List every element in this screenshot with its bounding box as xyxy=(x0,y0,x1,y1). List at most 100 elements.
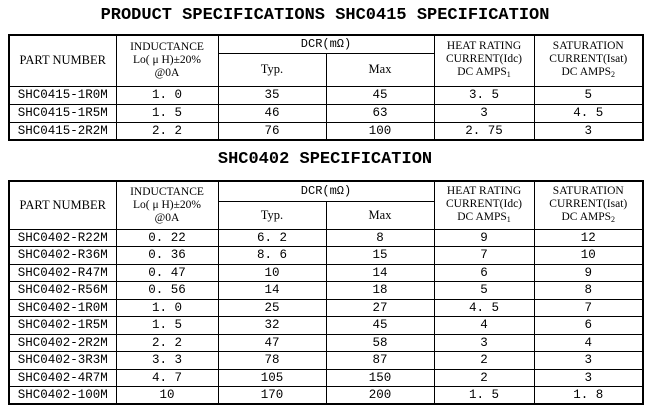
saturation-header-line2: CURRENT(Isat) xyxy=(549,197,628,210)
value-cell: 100 xyxy=(325,121,435,141)
saturation-header-line1: SATURATION xyxy=(552,184,624,197)
value-cell: 200 xyxy=(325,386,435,405)
column-header-max: Max xyxy=(325,200,435,230)
table-row: SHC0402-3R3M 3. 3 78 87 2 3 xyxy=(8,351,644,370)
value-cell: 10 xyxy=(115,386,219,405)
table-row: SHC0402-4R7M 4. 7 105 150 2 3 xyxy=(8,368,644,387)
value-cell: 8 xyxy=(325,228,435,247)
value-cell: 76 xyxy=(217,121,327,141)
heat-rating-header-line1: HEAT RATING xyxy=(446,40,522,53)
section-title-shc0402: SHC0402 SPECIFICATION xyxy=(217,150,433,169)
value-cell: 3. 3 xyxy=(115,351,219,370)
value-cell: 7 xyxy=(533,298,644,317)
part-number-cell: SHC0415-1R5M xyxy=(8,103,117,123)
value-cell: 4. 5 xyxy=(533,103,644,123)
column-header-saturation: SATURATION CURRENT(Isat) DC AMPS2 xyxy=(533,180,644,230)
value-cell: 6 xyxy=(433,263,535,282)
table-row: SHC0415-2R2M 2. 2 76 100 2. 75 3 xyxy=(8,121,644,141)
value-cell: 4 xyxy=(533,333,644,352)
value-cell: 14 xyxy=(325,263,435,282)
heat-rating-subscript: 1 xyxy=(506,70,511,80)
value-cell: 2. 75 xyxy=(433,121,535,141)
table-row: SHC0402-2R2M 2. 2 47 58 3 4 xyxy=(8,333,644,352)
part-number-cell: SHC0402-R22M xyxy=(8,228,117,247)
part-number-cell: SHC0402-1R5M xyxy=(8,316,117,335)
value-cell: 3 xyxy=(533,351,644,370)
shc0415-table-body: SHC0415-1R0M 1. 0 35 45 3. 5 5 SHC0415-1R5M 1. … xyxy=(8,85,644,141)
value-cell: 3 xyxy=(533,121,644,141)
value-cell: 45 xyxy=(325,85,435,105)
value-cell: 63 xyxy=(325,103,435,123)
saturation-header-line1: SATURATION xyxy=(552,40,624,53)
value-cell: 3. 5 xyxy=(433,85,535,105)
saturation-header-line3: DC AMPS xyxy=(561,210,612,223)
part-number-cell: SHC0402-R36M xyxy=(8,246,117,265)
shc0415-spec-table: PART NUMBER INDUCTANCE Lo( μ H)±20% @0A … xyxy=(8,34,645,141)
value-cell: 9 xyxy=(433,228,535,247)
value-cell: 4. 7 xyxy=(115,368,219,387)
inductance-header-line2: Lo( μ H)±20% xyxy=(132,198,202,211)
column-header-inductance: INDUCTANCE Lo( μ H)±20% @0A xyxy=(115,180,219,230)
saturation-header-line2: CURRENT(Isat) xyxy=(549,53,628,66)
column-header-max: Max xyxy=(325,52,435,87)
inductance-header-line1: INDUCTANCE xyxy=(130,41,204,54)
inductance-header-line1: INDUCTANCE xyxy=(130,185,204,198)
inductance-header-line3: @0A xyxy=(154,67,180,80)
table-row: SHC0415-1R5M 1. 5 46 63 3 4. 5 xyxy=(8,103,644,123)
table-row: SHC0402-R47M 0. 47 10 14 6 9 xyxy=(8,263,644,282)
value-cell: 1. 0 xyxy=(115,298,219,317)
value-cell: 6. 2 xyxy=(217,228,327,247)
value-cell: 78 xyxy=(217,351,327,370)
saturation-subscript: 2 xyxy=(611,70,616,80)
part-number-cell: SHC0415-1R0M xyxy=(8,85,117,105)
value-cell: 1. 5 xyxy=(433,386,535,405)
value-cell: 1. 5 xyxy=(115,103,219,123)
table-row: SHC0402-R56M 0. 56 14 18 5 8 xyxy=(8,281,644,300)
column-header-typ: Typ. xyxy=(217,52,327,87)
value-cell: 150 xyxy=(325,368,435,387)
table-row: SHC0402-R22M 0. 22 6. 2 8 9 12 xyxy=(8,228,644,247)
heat-rating-header-line1: HEAT RATING xyxy=(446,184,522,197)
value-cell: 4 xyxy=(433,316,535,335)
value-cell: 0. 36 xyxy=(115,246,219,265)
column-header-inductance: INDUCTANCE Lo( μ H)±20% @0A xyxy=(115,34,219,87)
value-cell: 9 xyxy=(533,263,644,282)
value-cell: 32 xyxy=(217,316,327,335)
saturation-header-line3: DC AMPS xyxy=(561,66,612,79)
value-cell: 170 xyxy=(217,386,327,405)
value-cell: 46 xyxy=(217,103,327,123)
value-cell: 1. 0 xyxy=(115,85,219,105)
part-number-cell: SHC0402-R47M xyxy=(8,263,117,282)
value-cell: 15 xyxy=(325,246,435,265)
value-cell: 7 xyxy=(433,246,535,265)
table-row: SHC0402-1R5M 1. 5 32 45 4 6 xyxy=(8,316,644,335)
value-cell: 0. 22 xyxy=(115,228,219,247)
heat-rating-header-line2: CURRENT(Idc) xyxy=(446,53,523,66)
part-number-cell: SHC0402-2R2M xyxy=(8,333,117,352)
value-cell: 1. 5 xyxy=(115,316,219,335)
value-cell: 25 xyxy=(217,298,327,317)
column-header-dcr: DCR(mΩ) xyxy=(217,180,435,202)
value-cell: 105 xyxy=(217,368,327,387)
value-cell: 35 xyxy=(217,85,327,105)
value-cell: 87 xyxy=(325,351,435,370)
value-cell: 3 xyxy=(533,368,644,387)
value-cell: 2. 2 xyxy=(115,121,219,141)
value-cell: 2. 2 xyxy=(115,333,219,352)
value-cell: 3 xyxy=(433,103,535,123)
inductance-header-line3: @0A xyxy=(154,211,180,224)
value-cell: 6 xyxy=(533,316,644,335)
value-cell: 58 xyxy=(325,333,435,352)
page-title: PRODUCT SPECIFICATIONS SHC0415 SPECIFICA… xyxy=(100,6,550,25)
table-row: SHC0402-R36M 0. 36 8. 6 15 7 10 xyxy=(8,246,644,265)
value-cell: 2 xyxy=(433,351,535,370)
column-header-heat-rating: HEAT RATING CURRENT(Idc) DC AMPS1 xyxy=(433,180,535,230)
value-cell: 4. 5 xyxy=(433,298,535,317)
value-cell: 45 xyxy=(325,316,435,335)
heat-rating-header-line2: CURRENT(Idc) xyxy=(446,197,523,210)
value-cell: 3 xyxy=(433,333,535,352)
column-header-dcr: DCR(mΩ) xyxy=(217,34,435,54)
value-cell: 1. 8 xyxy=(533,386,644,405)
